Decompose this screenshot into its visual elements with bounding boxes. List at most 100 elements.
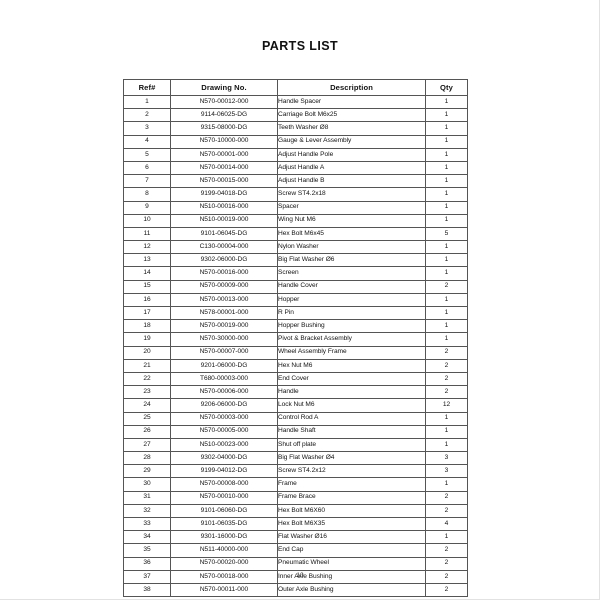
table-row: 37 N570-00018-000 Inner Axle Bushing 2	[123, 569, 468, 584]
cell-drawing-no: N570-00011-000	[170, 582, 278, 598]
cell-ref: 36	[123, 556, 171, 571]
table-row: 12 C130-00004-000 Nylon Washer 1	[123, 240, 468, 255]
cell-qty: 2	[425, 490, 468, 505]
table-row: 33 9101-06035-DG Hex Bolt M6X35 4	[123, 516, 468, 532]
table-row: 14 N570-00016-000 Screen 1	[123, 266, 468, 281]
parts-table: Ref# Drawing No. Description Qty 1 N570-0…	[123, 79, 468, 598]
cell-qty: 2	[425, 582, 468, 598]
cell-qty: 2	[425, 345, 468, 360]
cell-qty: 1	[425, 319, 468, 334]
cell-description: Handle Shaft	[277, 424, 426, 439]
table-row: 10 N510-00019-000 Wing Nut M6 1	[123, 213, 468, 228]
cell-description: Carriage Bolt M6x25	[277, 108, 426, 123]
cell-description: Big Flat Washer Ø6	[277, 253, 426, 268]
cell-qty: 1	[425, 240, 468, 255]
cell-ref: 8	[123, 187, 171, 202]
cell-qty: 1	[425, 477, 468, 492]
cell-qty: 1	[425, 108, 468, 123]
cell-drawing-no: N578-00001-000	[170, 305, 278, 321]
table-row: 30 N570-00008-000 Frame 1	[123, 477, 468, 492]
table-row: 20 N570-00007-000 Wheel Assembly Frame 2	[123, 345, 468, 360]
cell-drawing-no: 9101-06035-DG	[170, 516, 278, 532]
column-header-qty: Qty	[425, 79, 468, 96]
cell-ref: 17	[123, 305, 171, 321]
cell-qty: 2	[425, 358, 468, 373]
cell-drawing-no: 9114-06025-DG	[170, 108, 278, 123]
table-row: 31 N570-00010-000 Frame Brace 2	[123, 490, 468, 505]
cell-qty: 2	[425, 556, 468, 571]
cell-drawing-no: N570-00012-000	[170, 94, 278, 110]
cell-qty: 1	[425, 200, 468, 215]
cell-ref: 29	[123, 464, 171, 479]
cell-ref: 9	[123, 200, 171, 215]
cell-drawing-no: 9199-04018-DG	[170, 187, 278, 202]
cell-ref: 30	[123, 477, 171, 492]
cell-drawing-no: N570-00009-000	[170, 279, 278, 294]
cell-qty: 2	[425, 385, 468, 400]
cell-drawing-no: 9101-06060-DG	[170, 503, 278, 519]
cell-qty: 1	[425, 174, 468, 189]
table-row: 18 N570-00019-000 Hopper Bushing 1	[123, 319, 468, 334]
cell-qty: 1	[425, 437, 468, 453]
cell-ref: 24	[123, 398, 171, 413]
cell-description: Screw ST4.2x12	[277, 464, 426, 479]
cell-description: Pivot & Bracket Assembly	[277, 332, 426, 347]
cell-ref: 12	[123, 240, 171, 255]
cell-qty: 1	[425, 121, 468, 136]
cell-qty: 3	[425, 451, 468, 466]
cell-drawing-no: 9201-06000-DG	[170, 358, 278, 373]
cell-description: Wing Nut M6	[277, 213, 426, 228]
cell-description: Pneumatic Wheel	[277, 556, 426, 571]
cell-ref: 32	[123, 503, 171, 519]
cell-ref: 10	[123, 213, 171, 228]
table-row: 11 9101-06045-DG Hex Bolt M6x45 5	[123, 226, 468, 242]
cell-description: Hex Bolt M6X35	[277, 516, 426, 532]
table-row: 1 N570-00012-000 Handle Spacer 1	[123, 94, 468, 110]
table-header-row: Ref# Drawing No. Description Qty	[123, 79, 468, 96]
cell-qty: 4	[425, 516, 468, 532]
table-row: 16 N570-00013-000 Hopper 1	[123, 292, 468, 308]
table-row: 27 N510-00023-000 Shut off plate 1	[123, 437, 468, 453]
cell-drawing-no: N570-00008-000	[170, 477, 278, 492]
cell-drawing-no: 9301-16000-DG	[170, 530, 278, 545]
cell-description: Lock Nut M6	[277, 398, 426, 413]
table-row: 3 9315-08000-DG Teeth Washer Ø8 1	[123, 121, 468, 136]
cell-ref: 34	[123, 530, 171, 545]
cell-ref: 27	[123, 437, 171, 453]
table-row: 4 N570-10000-000 Gauge & Lever Assembly 1	[123, 134, 468, 149]
table-row: 36 N570-00020-000 Pneumatic Wheel 2	[123, 556, 468, 571]
cell-drawing-no: N570-30000-000	[170, 332, 278, 347]
cell-qty: 1	[425, 266, 468, 281]
cell-description: Hex Nut M6	[277, 358, 426, 373]
cell-ref: 16	[123, 292, 171, 308]
column-header-drawing-no: Drawing No.	[170, 79, 278, 96]
cell-description: Frame	[277, 477, 426, 492]
table-row: 19 N570-30000-000 Pivot & Bracket Assembly…	[123, 332, 468, 347]
cell-drawing-no: N510-00023-000	[170, 437, 278, 453]
parts-table-container: Ref# Drawing No. Description Qty 1 N570-0…	[123, 79, 468, 598]
cell-qty: 1	[425, 424, 468, 439]
table-row: 17 N578-00001-000 R Pin 1	[123, 305, 468, 321]
table-row: 32 9101-06060-DG Hex Bolt M6X60 2	[123, 503, 468, 519]
cell-ref: 26	[123, 424, 171, 439]
table-row: 5 N570-00001-000 Adjust Handle Pole 1	[123, 147, 468, 162]
table-row: 28 9302-04000-DG Big Flat Washer Ø4 3	[123, 451, 468, 466]
page-title: PARTS LIST	[262, 39, 338, 53]
cell-description: Flat Washer Ø16	[277, 530, 426, 545]
cell-description: Hex Bolt M6X60	[277, 503, 426, 519]
cell-description: Teeth Washer Ø8	[277, 121, 426, 136]
cell-description: Handle Spacer	[277, 94, 426, 110]
cell-description: End Cap	[277, 543, 426, 558]
cell-description: Handle Cover	[277, 279, 426, 294]
cell-qty: 1	[425, 134, 468, 149]
cell-description: Hopper	[277, 292, 426, 308]
cell-drawing-no: 9206-06000-DG	[170, 398, 278, 413]
cell-qty: 1	[425, 253, 468, 268]
table-row: 26 N570-00005-000 Handle Shaft 1	[123, 424, 468, 439]
cell-qty: 1	[425, 147, 468, 162]
cell-description: Adjust Handle B	[277, 174, 426, 189]
cell-drawing-no: 9302-04000-DG	[170, 451, 278, 466]
